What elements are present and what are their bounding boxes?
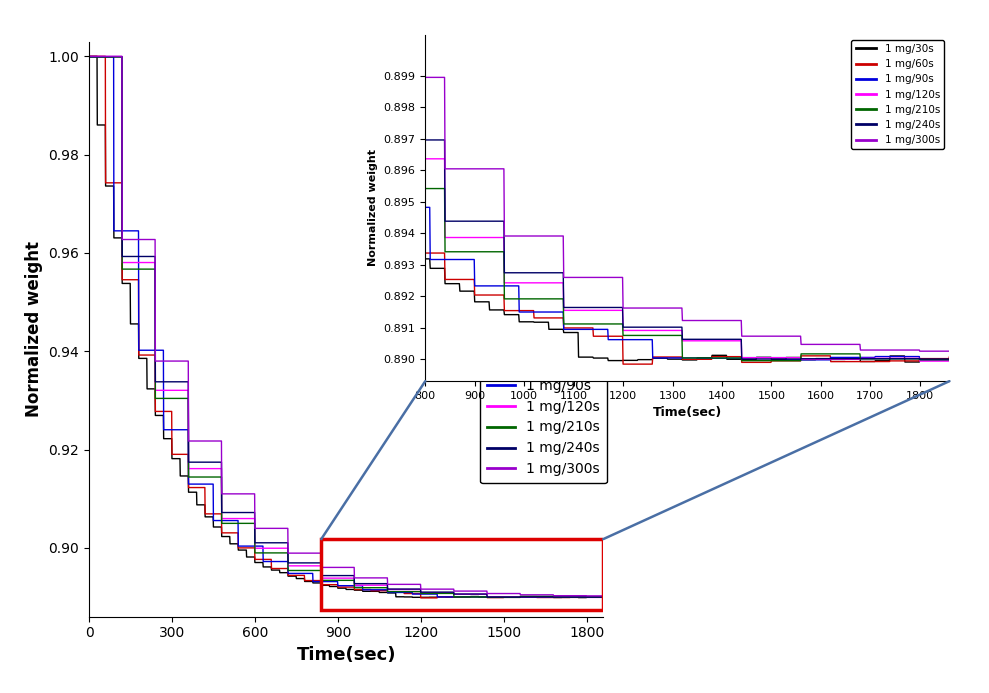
- X-axis label: Time(sec): Time(sec): [653, 406, 722, 419]
- X-axis label: Time(sec): Time(sec): [297, 646, 396, 664]
- Legend: 1 mg/30s, 1 mg/60s, 1 mg/90s, 1 mg/120s, 1 mg/210s, 1 mg/240s, 1 mg/300s: 1 mg/30s, 1 mg/60s, 1 mg/90s, 1 mg/120s,…: [480, 330, 606, 483]
- Legend: 1 mg/30s, 1 mg/60s, 1 mg/90s, 1 mg/120s, 1 mg/210s, 1 mg/240s, 1 mg/300s: 1 mg/30s, 1 mg/60s, 1 mg/90s, 1 mg/120s,…: [852, 40, 944, 150]
- Y-axis label: Normalized weight: Normalized weight: [368, 150, 378, 266]
- Y-axis label: Normalized weight: Normalized weight: [25, 241, 43, 417]
- Bar: [321, 539, 603, 611]
